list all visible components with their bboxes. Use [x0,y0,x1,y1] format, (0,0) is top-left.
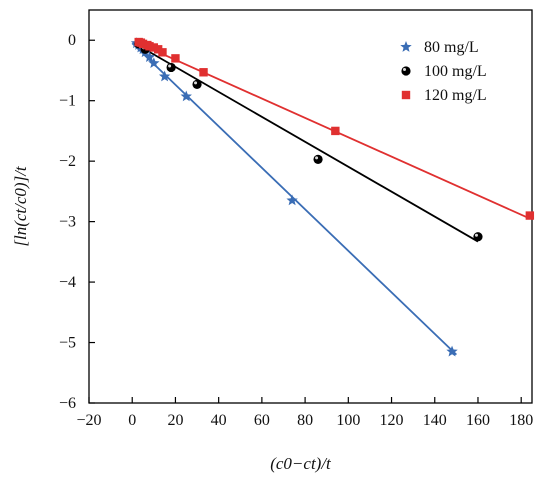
y-tick-label: −3 [59,214,76,231]
x-tick-label: −20 [76,412,101,429]
x-tick-label: 0 [128,412,136,429]
legend-marker-2 [401,66,411,76]
data-point-series-2 [166,62,176,73]
y-tick-label: −4 [59,274,76,291]
data-point-series-3 [158,48,167,57]
x-tick-label: 120 [380,412,404,429]
legend-marker-3 [401,90,411,100]
data-point-series-3 [138,39,148,49]
y-tick-label: −5 [59,335,76,352]
y-tick-label: −1 [59,93,76,110]
data-point-series-3 [525,211,535,220]
data-point-series-2 [192,79,202,89]
data-point-series-1 [158,70,171,82]
y-tick-label: −6 [59,395,76,412]
data-point-series-1 [286,194,298,206]
x-tick-label: 160 [466,412,490,429]
x-axis: −20 0 20 40 60 80 100 120 140 160 180 [76,397,533,429]
x-tick-label: 80 [297,412,313,429]
y-axis-title: [ln(ct/c0)]/t [11,165,30,247]
plot-area [88,9,533,404]
data-markers [130,37,535,357]
legend-label-1: 80 mg/L [424,39,479,56]
data-point-series-1 [143,51,156,63]
legend: 80 mg/L 100 mg/L 120 mg/L [400,39,487,104]
data-point-series-1 [180,90,192,102]
data-point-series-1 [446,345,458,357]
data-point-series-1 [148,57,160,69]
x-tick-label: 20 [167,412,183,429]
data-point-series-3 [153,45,163,54]
data-point-series-3 [171,54,180,63]
y-tick-label: −2 [59,153,76,170]
legend-marker-1 [400,41,412,52]
y-axis: 0 −1 −2 −3 −4 −5 −6 [59,32,95,412]
x-axis-title: (c0−ct)/t [270,454,332,473]
legend-label-2: 100 mg/L [424,63,487,80]
data-point-series-3 [149,43,159,52]
fit-line-2 [133,42,479,243]
data-point-series-3 [145,42,154,51]
legend-label-3: 120 mg/L [424,87,487,104]
data-point-series-2 [473,232,483,242]
x-tick-label: 100 [336,412,360,429]
data-point-series-2 [313,154,323,164]
data-point-series-3 [331,126,340,136]
x-tick-label: 60 [254,412,270,429]
x-tick-label: 180 [509,412,533,429]
x-tick-label: 140 [423,412,447,429]
y-tick-label: 0 [68,32,76,49]
data-point-series-3 [199,68,208,77]
x-tick-label: 40 [211,412,227,429]
